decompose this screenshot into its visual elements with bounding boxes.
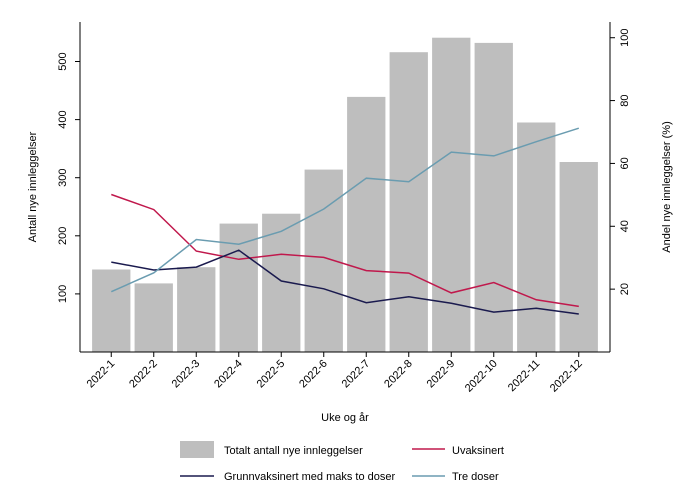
x-tick-label: 2022-7 [340,358,373,391]
y-right-tick-label: 20 [619,283,631,295]
y-left-tick-label: 400 [57,110,69,128]
y-left-tick-label: 200 [57,227,69,245]
x-tick-label: 2022-12 [548,358,585,395]
y-right-tick-label: 80 [619,94,631,106]
x-tick-label: 2022-4 [212,358,245,391]
y-right-tick-label: 40 [619,220,631,232]
y-axis-left-title: Antall nye innleggelser [27,131,39,242]
legend-label-bars: Totalt antall nye innleggelser [224,445,363,457]
y-right-tick-label: 100 [619,29,631,47]
y-left-tick-label: 500 [57,52,69,70]
series-line-2 [110,127,580,293]
x-tick-label: 2022-9 [425,358,458,391]
x-tick-label: 2022-3 [170,358,203,391]
bar-2022-3 [177,267,216,352]
x-axis-title: Uke og år [321,412,369,424]
x-tick-label: 2022-5 [255,358,288,391]
bar-2022-2 [134,283,173,352]
legend-label-grunnvaksinert: Grunnvaksinert med maks to doser [224,471,396,483]
bar-2022-9 [432,37,471,352]
bar-2022-8 [389,52,428,352]
legend-swatch-bars [180,441,214,458]
y-axis-right-title: Andel nye innleggelser (%) [661,121,673,252]
bar-2022-10 [474,42,513,353]
lines-layer [110,127,580,315]
x-tick-label: 2022-8 [382,358,415,391]
bar-2022-1 [92,269,131,352]
y-left-tick-label: 100 [57,285,69,303]
legend: Totalt antall nye innleggelser Uvaksiner… [180,441,504,483]
y-right-tick-label: 60 [619,157,631,169]
legend-label-uvaksinert: Uvaksinert [452,445,504,457]
x-tick-label: 2022-1 [85,358,118,391]
x-tick-label: 2022-11 [506,358,542,394]
x-tick-label: 2022-6 [297,358,330,391]
x-tick-label: 2022-2 [127,358,160,391]
bar-2022-11 [517,122,556,352]
y-left-tick-label: 300 [57,169,69,187]
bar-2022-12 [559,162,598,352]
x-tick-label: 2022-10 [463,358,500,395]
series-line-1 [111,249,579,315]
bar-2022-7 [347,96,386,353]
bars-layer [92,37,598,353]
legend-label-tre-doser: Tre doser [452,471,499,483]
bar-2022-4 [219,223,258,352]
